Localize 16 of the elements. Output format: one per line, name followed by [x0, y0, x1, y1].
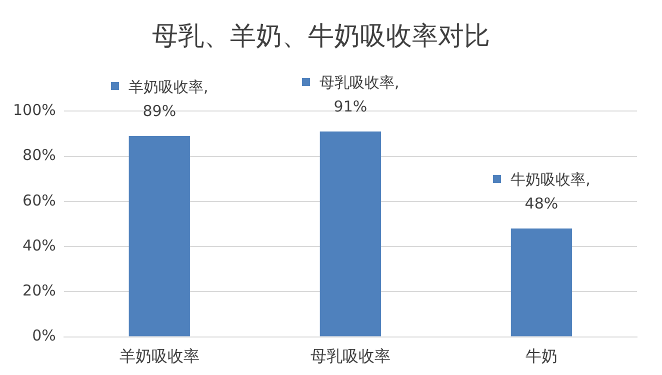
bar	[128, 136, 190, 336]
data-label: 母乳吸收率, 91%	[320, 74, 400, 116]
y-tick-label: 40%	[22, 236, 56, 254]
y-tick-label: 100%	[12, 101, 56, 120]
y-tick-label: 20%	[22, 282, 56, 300]
x-tick-label: 母乳吸收率	[310, 346, 390, 366]
y-tick-label: 0%	[32, 326, 56, 345]
bar	[510, 228, 572, 336]
y-tick-label: 60%	[22, 191, 56, 210]
data-label: 羊奶吸收率, 89%	[128, 78, 208, 120]
x-tick-label: 羊奶吸收率	[119, 346, 200, 366]
chart-title: 母乳、羊奶、牛奶吸收率对比	[152, 21, 490, 52]
x-tick-label: 牛奶	[525, 346, 558, 366]
y-tick-label: 80%	[22, 146, 56, 164]
data-label: 牛奶吸收率, 48%	[510, 170, 590, 213]
bar	[320, 132, 382, 336]
